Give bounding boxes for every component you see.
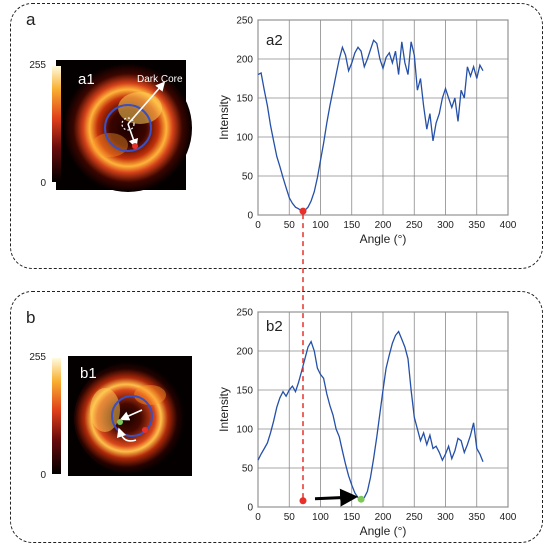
y-tick-label: 50 <box>242 172 254 183</box>
x-tick-label: 250 <box>406 220 423 231</box>
colorbar-b-min: 0 <box>40 470 46 481</box>
y-tick-label: 150 <box>236 94 253 105</box>
y-axis-label: Intensity <box>217 387 231 432</box>
colorbar-b-max: 255 <box>29 352 46 363</box>
x-axis-label: Angle (°) <box>360 524 407 538</box>
colorbar-a <box>52 66 61 182</box>
image-b1 <box>68 356 192 476</box>
x-tick-label: 150 <box>343 220 360 231</box>
x-tick-label: 350 <box>468 512 485 523</box>
chart-a2-label: a2 <box>266 32 283 49</box>
colorbar-b <box>52 358 61 474</box>
panel-a-frame <box>10 3 543 269</box>
panel-a-label: a <box>26 10 36 29</box>
x-tick-label: 350 <box>468 220 485 231</box>
x-tick-label: 100 <box>312 512 329 523</box>
shift-arrow-icon <box>314 488 359 507</box>
dark-core-annotation: Dark Core <box>137 74 183 85</box>
x-tick-label: 0 <box>255 512 261 523</box>
x-tick-label: 100 <box>312 220 329 231</box>
y-tick-label: 250 <box>236 16 253 27</box>
panel-b-frame <box>10 291 543 543</box>
y-tick-label: 200 <box>236 347 253 358</box>
colorbar-a-min: 0 <box>40 178 46 189</box>
green-dot-icon <box>117 419 123 425</box>
intensity-series-line <box>257 39 484 212</box>
intensity-series-line <box>257 330 484 500</box>
red-marker <box>299 497 307 505</box>
y-axis-label: Intensity <box>217 95 231 140</box>
x-tick-label: 400 <box>500 220 517 231</box>
x-tick-label: 400 <box>500 512 517 523</box>
x-tick-label: 300 <box>437 512 454 523</box>
y-tick-label: 50 <box>242 464 254 475</box>
y-tick-label: 150 <box>236 386 253 397</box>
image-a1 <box>56 60 192 192</box>
x-tick-label: 150 <box>343 512 360 523</box>
chart-b2-label: b2 <box>266 318 283 335</box>
x-tick-label: 250 <box>406 512 423 523</box>
image-a1-label: a1 <box>78 71 95 88</box>
red-dot-b-icon <box>142 427 148 433</box>
x-tick-label: 200 <box>375 220 392 231</box>
chart-b2: 0 50 100 150 200 250 300 350 400050100150200250A… <box>217 308 517 539</box>
image-b1-label: b1 <box>80 365 97 382</box>
x-axis-label: Angle (°) <box>360 232 407 246</box>
x-tick-label: 50 <box>284 512 296 523</box>
red-dot-icon <box>132 143 138 149</box>
green-marker <box>357 495 365 503</box>
x-tick-label: 0 <box>255 220 261 231</box>
y-tick-label: 100 <box>236 133 253 144</box>
y-tick-label: 200 <box>236 55 253 66</box>
x-tick-label: 300 <box>437 220 454 231</box>
colorbar-a-max: 255 <box>29 60 46 71</box>
chart-a2: 0 50 100 150 200 250 300 350 400050100150200250A… <box>217 16 517 247</box>
y-tick-label: 0 <box>247 503 253 514</box>
y-tick-label: 0 <box>247 211 253 222</box>
panel-b-label: b <box>26 308 35 327</box>
red-marker <box>299 207 307 215</box>
y-tick-label: 100 <box>236 425 253 436</box>
y-tick-label: 250 <box>236 308 253 319</box>
x-tick-label: 50 <box>284 220 296 231</box>
x-tick-label: 200 <box>375 512 392 523</box>
